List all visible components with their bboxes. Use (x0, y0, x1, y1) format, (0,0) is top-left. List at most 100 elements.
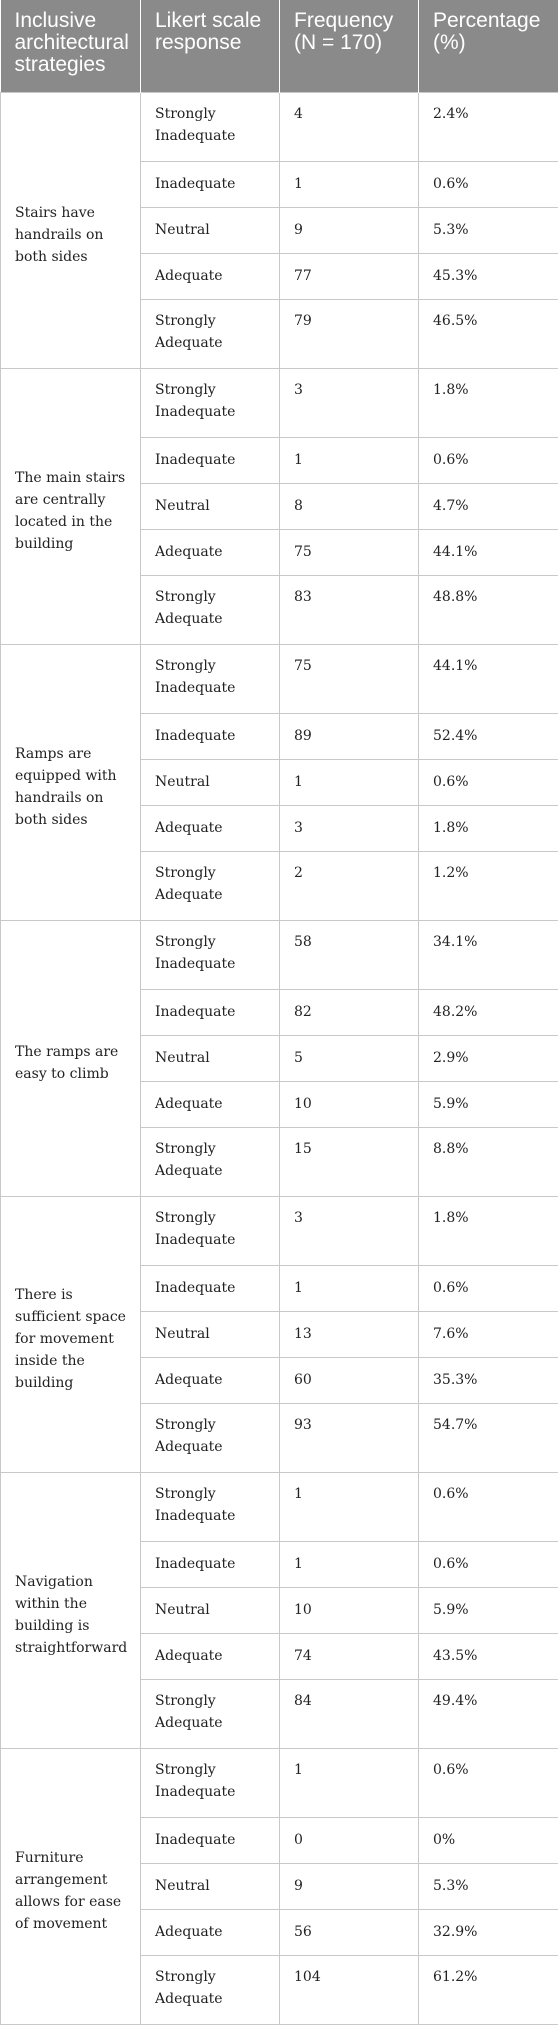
response-cell: Adequate (141, 253, 280, 299)
response-cell: Strongly Inadequate (141, 920, 280, 989)
response-cell: Adequate (141, 1909, 280, 1955)
percentage-cell: 48.8% (419, 575, 558, 644)
frequency-cell: 15 (280, 1127, 419, 1196)
frequency-cell: 9 (280, 1863, 419, 1909)
response-cell: Adequate (141, 1633, 280, 1679)
response-cell: Strongly Inadequate (141, 1472, 280, 1541)
percentage-cell: 1.8% (419, 805, 558, 851)
percentage-cell: 0.6% (419, 1472, 558, 1541)
percentage-cell: 2.9% (419, 1035, 558, 1081)
percentage-cell: 54.7% (419, 1403, 558, 1472)
response-cell: Strongly Adequate (141, 1127, 280, 1196)
response-cell: Strongly Adequate (141, 1679, 280, 1748)
frequency-cell: 2 (280, 851, 419, 920)
strategy-cell: Ramps are equipped with handrails on bot… (1, 644, 141, 920)
response-cell: Strongly Inadequate (141, 644, 280, 713)
frequency-cell: 1 (280, 1748, 419, 1817)
header-frequency: Frequency (N = 170) (280, 0, 419, 92)
percentage-cell: 49.4% (419, 1679, 558, 1748)
percentage-cell: 1.8% (419, 1196, 558, 1265)
frequency-cell: 3 (280, 1196, 419, 1265)
percentage-cell: 1.8% (419, 368, 558, 437)
frequency-cell: 104 (280, 1955, 419, 2024)
header-percentage: Percentage (%) (419, 0, 558, 92)
response-cell: Inadequate (141, 161, 280, 207)
frequency-cell: 1 (280, 1541, 419, 1587)
percentage-cell: 0% (419, 1817, 558, 1863)
strategy-cell: The ramps are easy to climb (1, 920, 141, 1196)
strategy-cell: There is sufficient space for movement i… (1, 1196, 141, 1472)
response-cell: Strongly Inadequate (141, 92, 280, 161)
frequency-cell: 74 (280, 1633, 419, 1679)
response-cell: Strongly Inadequate (141, 368, 280, 437)
percentage-cell: 32.9% (419, 1909, 558, 1955)
frequency-cell: 5 (280, 1035, 419, 1081)
percentage-cell: 5.3% (419, 207, 558, 253)
percentage-cell: 48.2% (419, 989, 558, 1035)
frequency-cell: 1 (280, 437, 419, 483)
response-cell: Strongly Adequate (141, 851, 280, 920)
frequency-cell: 10 (280, 1587, 419, 1633)
frequency-cell: 3 (280, 805, 419, 851)
percentage-cell: 44.1% (419, 529, 558, 575)
percentage-cell: 0.6% (419, 1748, 558, 1817)
percentage-cell: 46.5% (419, 299, 558, 368)
response-cell: Adequate (141, 805, 280, 851)
percentage-cell: 4.7% (419, 483, 558, 529)
response-cell: Neutral (141, 759, 280, 805)
percentage-cell: 0.6% (419, 1265, 558, 1311)
frequency-cell: 3 (280, 368, 419, 437)
percentage-cell: 45.3% (419, 253, 558, 299)
frequency-cell: 82 (280, 989, 419, 1035)
table-header: Inclusive architectural strategies Liker… (1, 0, 558, 92)
percentage-cell: 5.9% (419, 1081, 558, 1127)
table-row: Ramps are equipped with handrails on bot… (1, 644, 558, 713)
response-cell: Neutral (141, 1311, 280, 1357)
frequency-cell: 75 (280, 644, 419, 713)
percentage-cell: 7.6% (419, 1311, 558, 1357)
percentage-cell: 2.4% (419, 92, 558, 161)
percentage-cell: 1.2% (419, 851, 558, 920)
percentage-cell: 35.3% (419, 1357, 558, 1403)
percentage-cell: 52.4% (419, 713, 558, 759)
response-cell: Strongly Adequate (141, 575, 280, 644)
frequency-cell: 1 (280, 1472, 419, 1541)
frequency-cell: 1 (280, 759, 419, 805)
percentage-cell: 61.2% (419, 1955, 558, 2024)
percentage-cell: 5.9% (419, 1587, 558, 1633)
response-cell: Neutral (141, 1035, 280, 1081)
header-likert-response: Likert scale response (141, 0, 280, 92)
response-cell: Inadequate (141, 437, 280, 483)
frequency-cell: 89 (280, 713, 419, 759)
frequency-cell: 83 (280, 575, 419, 644)
frequency-cell: 9 (280, 207, 419, 253)
response-cell: Inadequate (141, 989, 280, 1035)
frequency-cell: 93 (280, 1403, 419, 1472)
percentage-cell: 44.1% (419, 644, 558, 713)
response-cell: Adequate (141, 529, 280, 575)
response-cell: Inadequate (141, 1541, 280, 1587)
percentage-cell: 0.6% (419, 759, 558, 805)
strategy-cell: Stairs have handrails on both sides (1, 92, 141, 368)
table-row: The main stairs are centrally located in… (1, 368, 558, 437)
response-cell: Neutral (141, 483, 280, 529)
frequency-cell: 10 (280, 1081, 419, 1127)
response-cell: Inadequate (141, 1265, 280, 1311)
frequency-cell: 77 (280, 253, 419, 299)
strategy-cell: Navigation within the building is straig… (1, 1472, 141, 1748)
frequency-cell: 0 (280, 1817, 419, 1863)
response-cell: Neutral (141, 1587, 280, 1633)
strategy-cell: The main stairs are centrally located in… (1, 368, 141, 644)
frequency-cell: 8 (280, 483, 419, 529)
response-cell: Adequate (141, 1081, 280, 1127)
percentage-cell: 0.6% (419, 1541, 558, 1587)
response-cell: Neutral (141, 1863, 280, 1909)
percentage-cell: 0.6% (419, 161, 558, 207)
frequency-cell: 13 (280, 1311, 419, 1357)
header-row: Inclusive architectural strategies Liker… (1, 0, 558, 92)
frequency-cell: 56 (280, 1909, 419, 1955)
